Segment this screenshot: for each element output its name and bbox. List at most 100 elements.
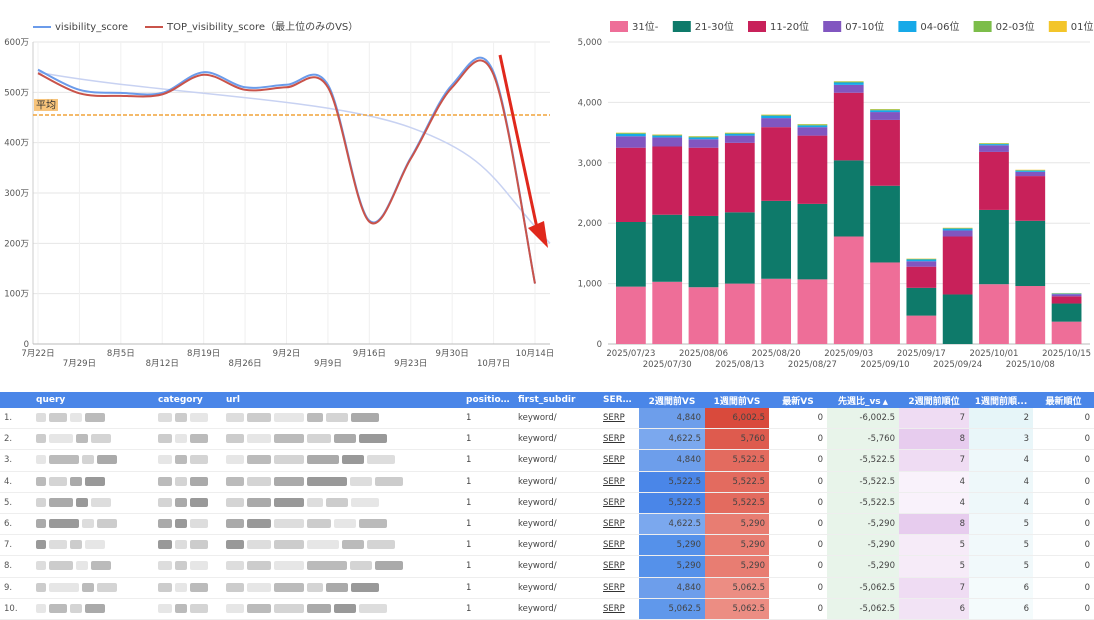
redacted-text [226, 519, 244, 528]
serp-link[interactable]: SERP [603, 434, 625, 444]
y-tick-label: 1,000 [578, 280, 602, 290]
bar-segment [943, 294, 973, 344]
rank-latest-cell: 0 [1033, 471, 1094, 492]
serp-link-cell[interactable]: SERP [599, 513, 639, 534]
column-header[interactable]: 先週比_vs▲ [827, 392, 899, 408]
category-cell-redacted [154, 471, 222, 492]
serp-link[interactable]: SERP [603, 519, 625, 529]
redacted-text [76, 561, 88, 570]
redacted-text [190, 583, 208, 592]
bar-segment [834, 236, 864, 344]
redacted-text [49, 540, 67, 549]
column-header[interactable]: first_subdir [514, 392, 599, 408]
vs-latest-cell: 0 [769, 429, 827, 450]
serp-link-cell[interactable]: SERP [599, 492, 639, 513]
vs-1week-cell: 5,290 [705, 556, 769, 577]
serp-link-cell[interactable]: SERP [599, 535, 639, 556]
bar-segment [1015, 170, 1045, 171]
column-header[interactable]: query [32, 392, 154, 408]
redacted-text [49, 434, 73, 443]
serp-link-cell[interactable]: SERP [599, 577, 639, 598]
serp-link[interactable]: SERP [603, 455, 625, 465]
column-header[interactable]: position... [462, 392, 514, 408]
bar-segment [1015, 171, 1045, 172]
column-header[interactable]: SERP... [599, 392, 639, 408]
legend-label: visibility_score [55, 22, 128, 33]
query-cell-redacted [32, 535, 154, 556]
bar-segment [906, 259, 936, 261]
serp-link[interactable]: SERP [603, 583, 625, 593]
column-header[interactable]: 最新順位 [1033, 392, 1094, 408]
vs-diff-cell: -5,290 [827, 513, 899, 534]
url-cell-redacted [222, 556, 462, 577]
column-header[interactable]: 1週間前順... [969, 392, 1033, 408]
serp-link-cell[interactable]: SERP [599, 556, 639, 577]
column-header[interactable]: 2週間前順位 [899, 392, 969, 408]
query-cell-redacted [32, 450, 154, 471]
redacted-text [326, 498, 348, 507]
position-cell: 1 [462, 492, 514, 513]
column-header[interactable]: 1週間前VS [705, 392, 769, 408]
redacted-text [36, 604, 46, 613]
column-header[interactable]: category [154, 392, 222, 408]
serp-link-cell[interactable]: SERP [599, 471, 639, 492]
column-header[interactable]: 2週間前VS [639, 392, 705, 408]
redacted-text [82, 455, 94, 464]
rank-1week-cell: 6 [969, 598, 1033, 619]
redacted-text [36, 583, 46, 592]
serp-link[interactable]: SERP [603, 413, 625, 423]
redacted-text [247, 604, 271, 613]
legend-label: 21-30位 [695, 20, 734, 33]
redacted-text [226, 434, 244, 443]
serp-link-cell[interactable]: SERP [599, 408, 639, 429]
vs-2weeks-cell: 5,522.5 [639, 492, 705, 513]
bar-segment [1015, 221, 1045, 286]
vs-latest-cell: 0 [769, 408, 827, 429]
bar-segment [652, 215, 682, 282]
redacted-text [247, 583, 271, 592]
rank-1week-cell: 5 [969, 535, 1033, 556]
serp-link[interactable]: SERP [603, 561, 625, 571]
serp-link[interactable]: SERP [603, 498, 625, 508]
redacted-text [190, 477, 208, 486]
bar-segment [979, 152, 1009, 210]
bar-segment [761, 118, 791, 127]
row-index: 1. [0, 408, 32, 429]
serp-link-cell[interactable]: SERP [599, 450, 639, 471]
redacted-text [247, 455, 271, 464]
serp-link-cell[interactable]: SERP [599, 429, 639, 450]
redacted-text [36, 477, 46, 486]
serp-link[interactable]: SERP [603, 477, 625, 487]
vs-diff-cell: -5,522.5 [827, 492, 899, 513]
column-header[interactable]: 最新VS [769, 392, 827, 408]
serp-link-cell[interactable]: SERP [599, 598, 639, 619]
average-label: 平均 [36, 99, 56, 111]
redacted-text [190, 434, 208, 443]
y-tick-label: 500万 [4, 88, 29, 98]
row-index: 10. [0, 598, 32, 619]
serp-link[interactable]: SERP [603, 604, 625, 614]
redacted-text [359, 604, 387, 613]
redacted-text [350, 561, 372, 570]
column-header[interactable] [0, 392, 32, 408]
x-tick-label: 2025/07/30 [643, 360, 692, 370]
sort-ascending-icon[interactable]: ▲ [883, 398, 888, 406]
column-header[interactable]: url [222, 392, 462, 408]
redacted-text [307, 434, 331, 443]
redacted-text [375, 561, 403, 570]
serp-link[interactable]: SERP [603, 540, 625, 550]
redacted-text [49, 561, 73, 570]
redacted-text [274, 561, 304, 570]
redacted-text [97, 583, 117, 592]
